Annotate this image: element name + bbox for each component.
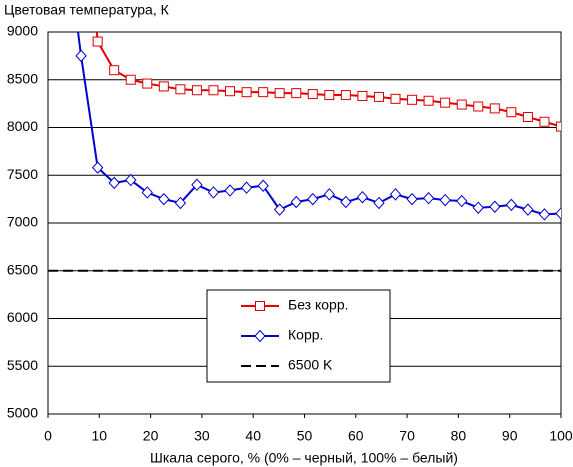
marker <box>108 176 120 190</box>
series-line <box>95 32 561 128</box>
marker <box>439 193 451 207</box>
y-tick-label: 6500 <box>7 261 38 277</box>
marker <box>158 192 170 206</box>
y-tick-label: 8500 <box>7 70 38 86</box>
x-tick-label: 40 <box>245 428 261 444</box>
marker <box>489 200 501 214</box>
marker <box>224 184 236 197</box>
marker <box>258 87 269 98</box>
plot-frame <box>47 31 562 415</box>
marker <box>505 198 518 212</box>
legend-box <box>206 289 391 383</box>
marker <box>323 188 336 201</box>
chart-title: Цветовая температура, К <box>4 2 170 18</box>
marker <box>174 196 187 210</box>
marker <box>522 111 533 122</box>
marker <box>456 194 468 208</box>
marker <box>307 89 318 100</box>
marker <box>440 97 451 108</box>
marker <box>556 121 561 132</box>
marker <box>373 196 385 210</box>
y-tick-label: 9000 <box>7 23 38 39</box>
marker <box>390 93 401 104</box>
marker <box>225 86 236 97</box>
marker <box>422 191 435 205</box>
marker <box>142 78 153 89</box>
x-tick-label: 100 <box>549 428 573 444</box>
marker <box>539 116 550 127</box>
marker <box>125 173 137 187</box>
marker <box>91 161 104 174</box>
y-tick-label: 5000 <box>7 405 38 421</box>
marker <box>241 87 252 98</box>
y-tick-label: 5500 <box>7 357 38 373</box>
marker <box>254 329 266 343</box>
x-tick-label: 80 <box>451 428 467 444</box>
y-tick-label: 8000 <box>7 118 38 134</box>
marker <box>141 186 153 199</box>
marker <box>290 195 302 209</box>
marker <box>191 85 202 96</box>
x-axis-label: Шкала серого, % (0% – черный, 100% – бел… <box>150 450 458 466</box>
marker <box>255 301 265 311</box>
y-tick-label: 7000 <box>7 214 38 230</box>
marker <box>407 94 418 105</box>
marker <box>191 178 203 192</box>
marker <box>522 203 534 216</box>
marker <box>473 101 484 112</box>
x-tick-label: 70 <box>399 428 415 444</box>
marker <box>158 81 169 92</box>
y-tick-label: 6000 <box>7 309 38 325</box>
marker <box>555 207 561 220</box>
y-tick-label: 7500 <box>7 166 38 182</box>
marker <box>291 88 302 99</box>
marker <box>92 36 103 47</box>
marker <box>373 91 384 102</box>
marker <box>208 85 219 96</box>
marker <box>274 88 285 99</box>
marker <box>240 181 253 194</box>
marker <box>472 201 484 214</box>
marker <box>506 107 517 118</box>
marker <box>456 99 467 110</box>
marker <box>175 84 186 95</box>
marker <box>340 90 351 101</box>
x-tick-label: 50 <box>297 428 313 444</box>
x-tick-label: 90 <box>502 428 518 444</box>
marker <box>257 179 269 192</box>
marker <box>356 190 369 204</box>
marker <box>340 195 352 209</box>
x-tick-label: 30 <box>194 428 210 444</box>
x-tick-label: 20 <box>143 428 159 444</box>
legend-label: Корр. <box>288 327 323 343</box>
x-tick-label: 0 <box>44 428 52 444</box>
marker <box>324 90 335 101</box>
marker <box>109 65 120 76</box>
marker <box>406 192 418 206</box>
marker <box>125 74 136 85</box>
marker <box>489 103 500 114</box>
marker <box>207 186 220 199</box>
plot-area <box>48 32 561 272</box>
marker <box>389 188 402 201</box>
marker <box>423 95 434 106</box>
x-tick-label: 60 <box>348 428 364 444</box>
marker <box>273 203 286 216</box>
marker <box>307 192 319 206</box>
legend-label: Без корр. <box>288 297 349 313</box>
marker <box>357 90 368 101</box>
marker <box>75 49 87 63</box>
marker <box>538 208 551 221</box>
x-tick-label: 10 <box>92 428 108 444</box>
legend-label: 6500 K <box>288 357 333 373</box>
